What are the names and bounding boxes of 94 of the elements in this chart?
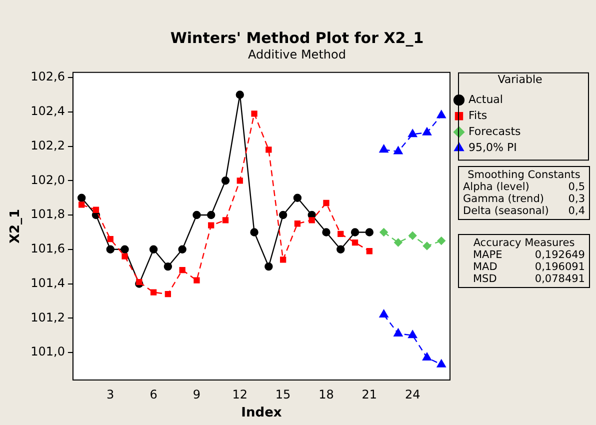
point (293, 194, 302, 202)
x-tick-label: 15 (275, 387, 291, 402)
legend-label: Actual (468, 92, 503, 106)
point (394, 238, 402, 247)
y-tick-label: 102,0 (30, 172, 65, 187)
point (92, 206, 100, 213)
y-tick-label: 102,6 (30, 70, 65, 84)
point (408, 129, 418, 138)
legend-label: Fits (468, 108, 488, 122)
point (136, 278, 142, 286)
point (366, 248, 372, 254)
point (149, 245, 158, 254)
point (78, 202, 85, 208)
point (120, 245, 129, 254)
y-tick-label: 101,0 (30, 344, 65, 359)
y-tick-label: 102,4 (30, 104, 65, 118)
text: Delta (seasonal) (463, 205, 549, 217)
text: Accuracy Measures (472, 237, 576, 249)
point (379, 144, 388, 153)
text: MAPE (473, 249, 502, 261)
point (221, 176, 230, 185)
text: Smoothing Constants (466, 169, 582, 181)
x-tick-label: 12 (232, 387, 248, 402)
point (436, 359, 446, 368)
point (179, 266, 186, 274)
text: 0,196091 (534, 261, 585, 273)
point (408, 330, 418, 338)
point (236, 178, 243, 184)
point (106, 245, 114, 254)
point (294, 220, 301, 227)
point (164, 291, 172, 298)
point (222, 217, 229, 224)
point (280, 256, 286, 263)
point (208, 222, 214, 228)
text: 0,4 (568, 205, 585, 217)
y-tick-label: 102,2 (30, 138, 65, 152)
point (194, 277, 200, 284)
x-tick-label: 3 (106, 387, 114, 402)
point (107, 236, 114, 242)
point (380, 228, 388, 236)
point (394, 146, 403, 154)
point (422, 242, 432, 250)
point (437, 236, 446, 245)
x-axis-title: Index (241, 406, 282, 421)
point (122, 253, 128, 260)
legend-label: 95,0% PI (468, 140, 517, 154)
text: Alpha (level) (463, 181, 530, 193)
point (350, 228, 360, 236)
y-tick-label: 101,4 (30, 276, 65, 290)
legend-title: Variable (498, 72, 542, 86)
text: 0,192649 (534, 249, 585, 261)
text: MSD (473, 273, 497, 285)
y-axis-title: X2_1 (8, 208, 24, 244)
x-tick-label: 24 (404, 387, 420, 402)
point (207, 210, 216, 220)
x-tick-label: 21 (362, 387, 378, 402)
point (394, 328, 403, 336)
point (278, 210, 288, 220)
y-tick-label: 101,6 (30, 242, 65, 256)
legend-label: Forecasts (468, 124, 522, 138)
point (322, 228, 330, 236)
point (251, 110, 258, 117)
point (192, 210, 201, 220)
text: Gamma (trend) (463, 193, 544, 205)
point (338, 230, 344, 238)
point (150, 289, 157, 296)
y-tick-label: 101,2 (30, 310, 65, 324)
point (422, 352, 432, 361)
point (164, 262, 172, 271)
point (379, 310, 388, 318)
point (264, 262, 273, 271)
point (408, 232, 417, 240)
x-tick-label: 6 (150, 387, 158, 402)
point (336, 245, 345, 254)
text: MAD (473, 261, 498, 273)
point (352, 239, 358, 246)
chart-subtitle: Additive Method (248, 47, 346, 62)
text: 0,5 (568, 181, 585, 193)
x-tick-label: 9 (192, 387, 201, 402)
y-tick-label: 101,8 (30, 207, 65, 222)
point (236, 90, 244, 99)
point (323, 200, 330, 206)
point (308, 217, 315, 224)
text: 0,3 (568, 193, 585, 205)
point (365, 228, 374, 236)
text: 0,078491 (534, 273, 585, 285)
x-tick-label: 18 (318, 387, 334, 402)
point (250, 228, 258, 236)
point (436, 110, 446, 118)
point (178, 245, 186, 254)
chart-title: Winters' Method Plot for X2_1 (170, 28, 424, 47)
point (77, 194, 86, 202)
point (266, 146, 272, 153)
point (422, 127, 432, 136)
